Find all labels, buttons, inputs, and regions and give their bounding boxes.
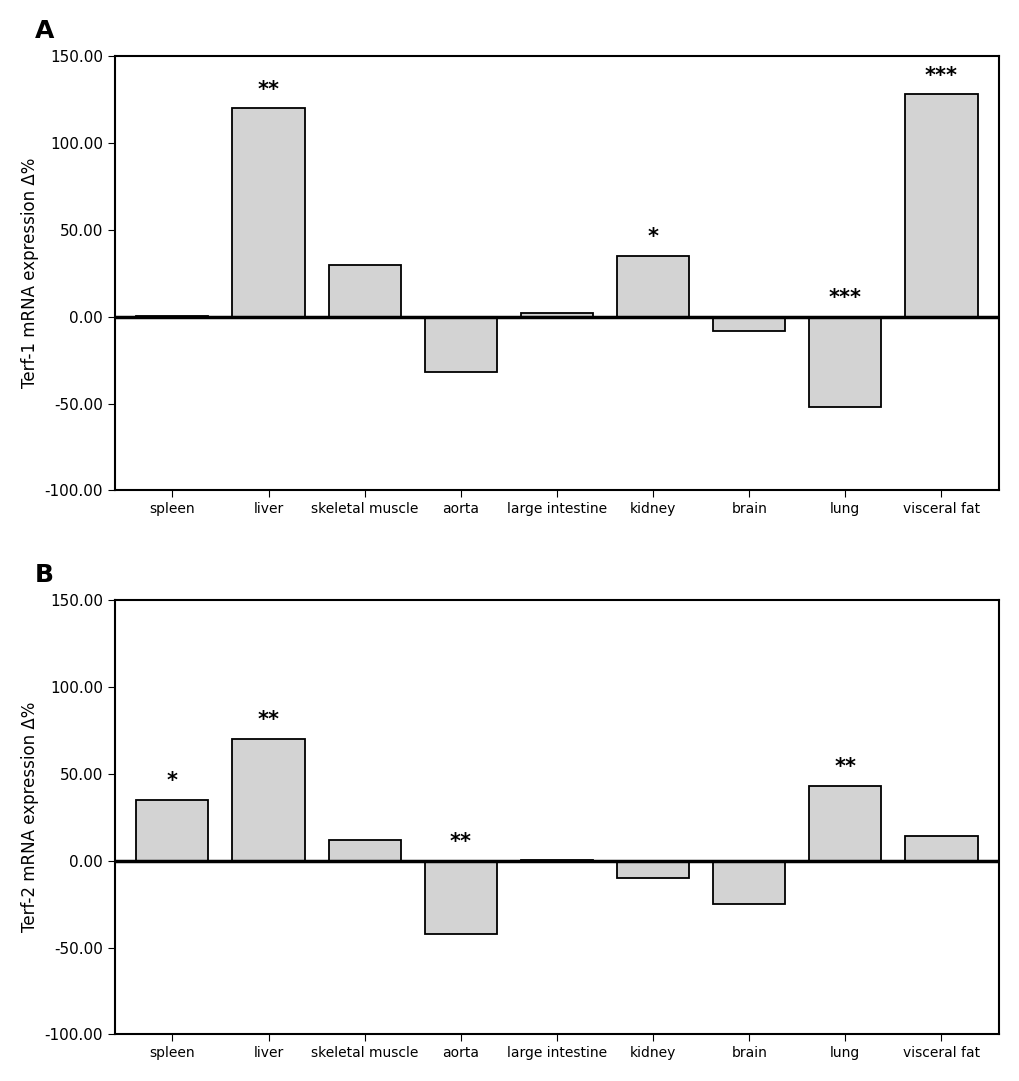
Bar bbox=[616, 256, 689, 317]
Text: B: B bbox=[35, 563, 54, 587]
Text: A: A bbox=[35, 19, 54, 43]
Y-axis label: Terf-2 mRNA expression Δ%: Terf-2 mRNA expression Δ% bbox=[20, 702, 39, 933]
Bar bbox=[328, 265, 400, 317]
Bar bbox=[521, 313, 592, 317]
Y-axis label: Terf-1 mRNA expression Δ%: Terf-1 mRNA expression Δ% bbox=[20, 158, 39, 388]
Bar bbox=[232, 739, 305, 860]
Text: **: ** bbox=[449, 832, 472, 852]
Bar bbox=[808, 317, 880, 408]
Bar bbox=[328, 840, 400, 860]
Text: **: ** bbox=[257, 710, 279, 731]
Bar bbox=[424, 860, 496, 934]
Text: **: ** bbox=[257, 80, 279, 99]
Bar bbox=[616, 860, 689, 878]
Text: ***: *** bbox=[828, 288, 861, 308]
Bar bbox=[712, 860, 785, 904]
Text: *: * bbox=[647, 227, 658, 248]
Bar bbox=[905, 837, 976, 860]
Bar bbox=[808, 786, 880, 860]
Text: ***: *** bbox=[924, 66, 957, 85]
Bar bbox=[905, 94, 976, 317]
Text: *: * bbox=[167, 771, 177, 791]
Text: **: ** bbox=[834, 758, 856, 777]
Bar bbox=[424, 317, 496, 372]
Bar bbox=[232, 108, 305, 317]
Bar bbox=[712, 317, 785, 331]
Bar bbox=[137, 800, 208, 860]
